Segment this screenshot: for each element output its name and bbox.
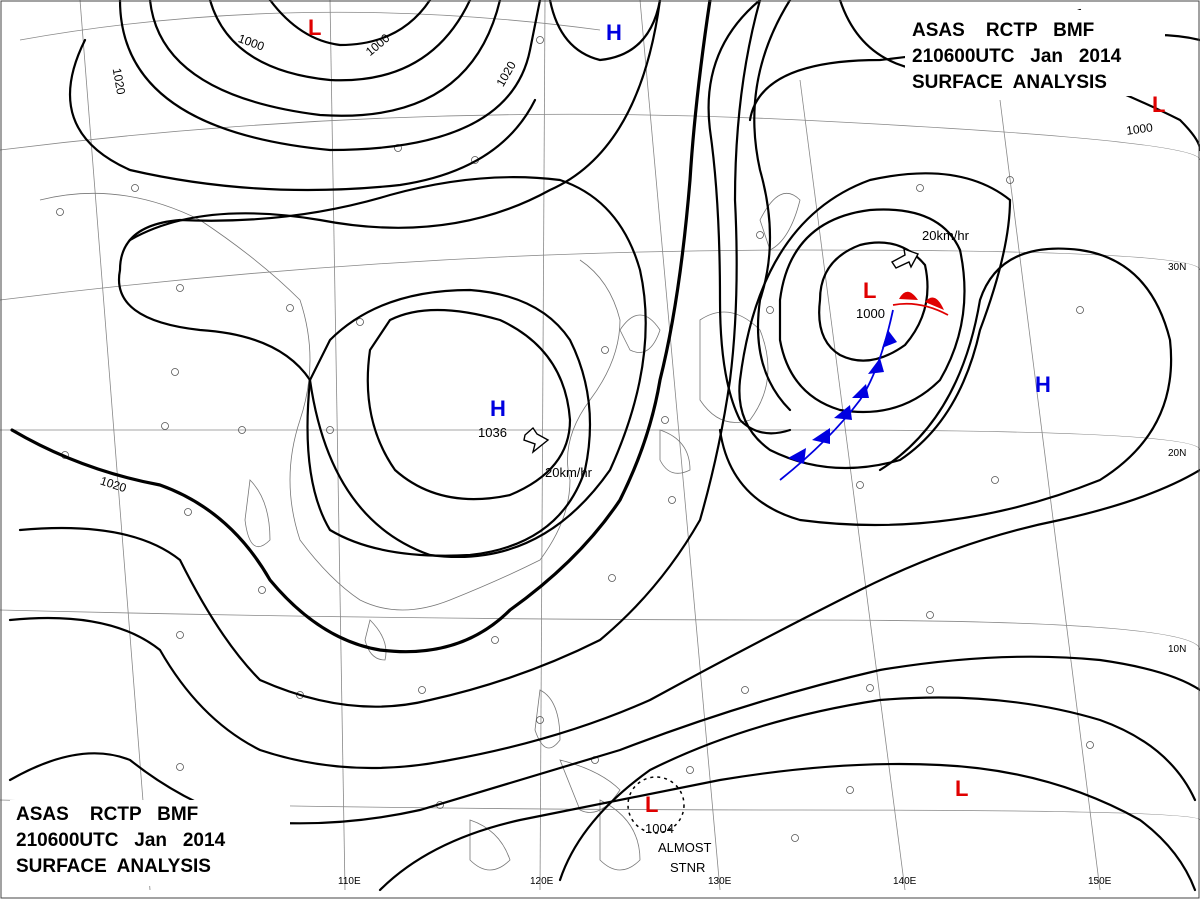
- lon-label-150e: 150E: [1088, 876, 1112, 887]
- motion-speed-low: 20km/hr: [922, 228, 970, 243]
- isobar-label-north-1000-a: 1000: [236, 31, 266, 53]
- low-east-china-sea-pressure: 1000: [856, 306, 885, 321]
- cold-front: [779, 309, 897, 481]
- header-line3: SURFACE ANALYSIS: [912, 72, 1107, 93]
- high-continental: H: [490, 396, 506, 421]
- lon-label-120e: 120E: [530, 876, 554, 887]
- motion-arrow-low: [890, 247, 920, 269]
- motion-speed-high: 20km/hr: [545, 465, 593, 480]
- low-northeast: L: [1152, 92, 1165, 117]
- low-tropical: L: [645, 792, 658, 817]
- high-continental-pressure: 1036: [478, 425, 507, 440]
- stationary-note-line2: STNR: [670, 860, 705, 875]
- lat-label-20n: 20N: [1168, 448, 1186, 459]
- pressure-systems: L H L H 1036 L 1000 H L 1004 L: [308, 15, 1165, 836]
- low-east-china-sea: L: [863, 278, 876, 303]
- lon-label-110e: 110E: [338, 876, 361, 887]
- latitude-labels: 30N 20N 10N: [1168, 262, 1186, 655]
- lon-label-130e: 130E: [708, 876, 732, 887]
- footer-title-block: ASAS RCTP BMF 210600UTC Jan 2014 SURFACE…: [10, 800, 290, 886]
- header-title-block: ASAS RCTP BMF 210600UTC Jan 2014 SURFACE…: [905, 10, 1165, 96]
- low-north: L: [308, 15, 321, 40]
- header-line2: 210600UTC Jan 2014: [912, 46, 1122, 67]
- tropical-low-circle: [627, 776, 685, 834]
- isobar-label-north-1020-b: 1020: [493, 59, 519, 89]
- lat-label-10n: 10N: [1168, 644, 1186, 655]
- low-tropical-pressure: 1004: [645, 821, 674, 836]
- footer-line3: SURFACE ANALYSIS: [16, 856, 211, 877]
- footer-line1: ASAS RCTP BMF: [16, 804, 198, 825]
- warm-front: [892, 291, 949, 316]
- longitude-labels: 110E 120E 130E 140E 150E: [338, 876, 1112, 887]
- isobar-label-ne-1000: 1000: [1125, 120, 1154, 138]
- high-north: H: [606, 20, 622, 45]
- lat-label-30n: 30N: [1168, 262, 1186, 273]
- stationary-note-line1: ALMOST: [658, 840, 712, 855]
- footer-line2: 210600UTC Jan 2014: [16, 830, 226, 851]
- isobar-labels: 1000 1000 1020 1020 1000 1020: [98, 31, 1154, 496]
- isobars: [8, 0, 1200, 892]
- lon-label-140e: 140E: [893, 876, 917, 887]
- high-pacific: H: [1035, 372, 1051, 397]
- header-line1: ASAS RCTP BMF: [912, 20, 1094, 41]
- isobar-label-north-1020-a: 1020: [110, 67, 128, 96]
- low-southeast: L: [955, 776, 968, 801]
- station-plots: [56, 36, 1094, 842]
- motion-arrow-high: [523, 426, 550, 454]
